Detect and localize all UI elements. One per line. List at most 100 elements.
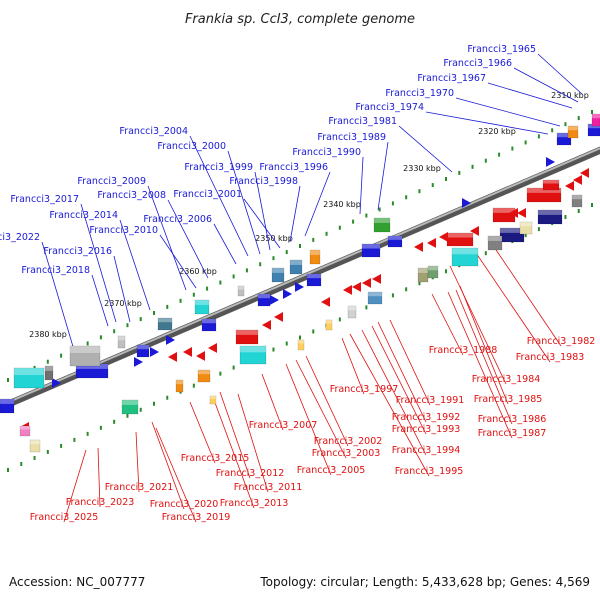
gc-tick [338,317,341,322]
gene-label-plus[interactable]: Francci3_2001 [173,189,242,200]
gc-tick [405,287,408,292]
gc-tick [99,335,102,340]
gene-label-plus[interactable]: Francci3_2006 [143,214,212,225]
gene-label-plus[interactable]: Francci3_1996 [259,162,328,173]
gene-plus-arrow [295,282,304,292]
gene-other [175,379,184,393]
gene-label-plus[interactable]: Francci3_1990 [292,147,361,158]
gene-label-minus[interactable]: Francci3_2023 [66,497,135,508]
gc-tick [126,323,129,328]
gene-label-plus[interactable]: Francci3_2016 [43,246,112,257]
label-leader [41,241,75,351]
gene-label-plus[interactable]: Francci3_2009 [77,176,146,187]
label-leader [305,355,349,447]
gene-other [13,367,45,389]
gene-label-minus[interactable]: Francci3_1983 [516,352,585,363]
gene-label-minus[interactable]: Francci3_1987 [478,428,547,439]
gene-label-minus[interactable]: Francci3_1991 [396,395,465,406]
gene-label-plus[interactable]: Francci3_1989 [317,132,386,143]
gene-label-minus[interactable]: Francci3_1997 [330,384,399,395]
gene-label-minus[interactable]: Francci3_2007 [249,420,318,431]
label-leader [97,447,101,508]
gene-label-plus[interactable]: Francci3_2018 [21,265,90,276]
gene-label-minus[interactable]: Francci3_2021 [105,482,174,493]
gene-plus-arrow [270,295,279,305]
gene-label-minus[interactable]: Francci3_2019 [162,512,231,523]
label-leader [425,111,549,135]
gene-other [499,227,525,243]
gene-minus-highlight [236,330,258,335]
label-leader [537,53,583,95]
gene-label-plus[interactable]: Francci3_2022 [0,232,40,243]
gene-label-plus[interactable]: Francci3_2014 [49,210,118,221]
gc-tick [471,164,474,169]
kbp-scale: 2310 kbp 2320 kbp 2330 kbp 2340 kbp 2350 kbp… [29,91,589,339]
gc-tick [272,347,275,352]
gene-other [451,247,479,267]
gene-label-minus[interactable]: Francci3_1988 [429,345,498,356]
gene-label-minus[interactable]: Francci3_2011 [234,482,303,493]
gene-label-minus[interactable]: Francci3_1985 [474,394,543,405]
gene-minus-arrow [321,297,330,307]
gene-label-plus[interactable]: Francci3_1999 [184,162,253,173]
gene-other [347,305,357,319]
gene-plus-arrow [150,347,159,357]
gene-label-minus[interactable]: Francci3_1994 [392,445,461,456]
gene-label-minus[interactable]: Francci3_1993 [392,424,461,435]
gene-minus-arrow [565,181,574,191]
gene-label-plus[interactable]: Francci3_1981 [328,116,397,127]
gene-label-plus[interactable]: Francci3_1974 [355,102,424,113]
gene-label-plus[interactable]: Francci3_1967 [417,73,486,84]
gene-other [194,299,210,315]
gene-label-minus[interactable]: Francci3_2005 [297,465,366,476]
gene-label-minus[interactable]: Francci3_2003 [312,448,381,459]
gene-label-plus[interactable]: Francci3_1965 [467,44,536,55]
gc-tick [445,269,447,274]
gc-tick [591,203,593,207]
gene-other-highlight [122,400,138,405]
gene-label-plus[interactable]: Francci3_1970 [385,88,454,99]
gc-tick [153,401,155,406]
gc-tick [378,207,381,212]
gc-tick [577,116,580,121]
gene-other [19,425,31,437]
gc-tick [391,201,394,206]
gene-label-minus[interactable]: Francci3_1986 [478,414,547,425]
gene-other [537,209,563,225]
label-leader [159,234,197,289]
gene-other [29,439,41,453]
gene-minus-arrow [573,175,582,185]
gc-tick [139,407,142,412]
gene-label-plus[interactable]: Francci3_2004 [119,126,188,137]
gene-label-plus[interactable]: Francci3_2000 [157,141,226,152]
gene-label-minus[interactable]: Francci3_1982 [527,336,596,347]
gene-label-plus[interactable]: Francci3_1998 [229,176,298,187]
gene-other-highlight [210,396,216,399]
gene-other [197,369,211,383]
gene-label-minus[interactable]: Francci3_1984 [472,374,541,385]
gc-tick [312,237,315,242]
gc-tick [86,431,89,436]
gene-label-minus[interactable]: Francci3_2012 [216,468,285,479]
gene-label-minus[interactable]: Francci3_2020 [150,499,219,510]
gene-label-plus[interactable]: Francci3_2017 [10,194,79,205]
gc-tick [299,244,301,248]
gene-label-minus[interactable]: Francci3_1995 [395,466,464,477]
gene-label-plus[interactable]: Francci3_1966 [443,58,512,69]
gene-plus [361,243,381,258]
gene-label-plus[interactable]: Francci3_2008 [97,190,166,201]
gene-label-minus[interactable]: Francci3_2025 [30,512,99,523]
gene-minus-arrow [196,351,205,361]
gc-tick [33,455,36,460]
gene-label-minus[interactable]: Francci3_1992 [392,412,461,423]
gene-label-minus[interactable]: Francci3_2015 [181,453,250,464]
gene-label-plus[interactable]: Francci3_2010 [89,225,158,236]
gene-label-minus[interactable]: Francci3_2002 [314,436,383,447]
gene-other [289,259,303,275]
gene-minus-arrow [183,347,192,357]
gene-label-minus[interactable]: Francci3_2013 [220,498,289,509]
gene-minus-arrow [414,242,423,252]
gene-plus-highlight [588,124,600,129]
gene-other-highlight [240,346,266,353]
gene-minus-arrow [262,320,271,330]
